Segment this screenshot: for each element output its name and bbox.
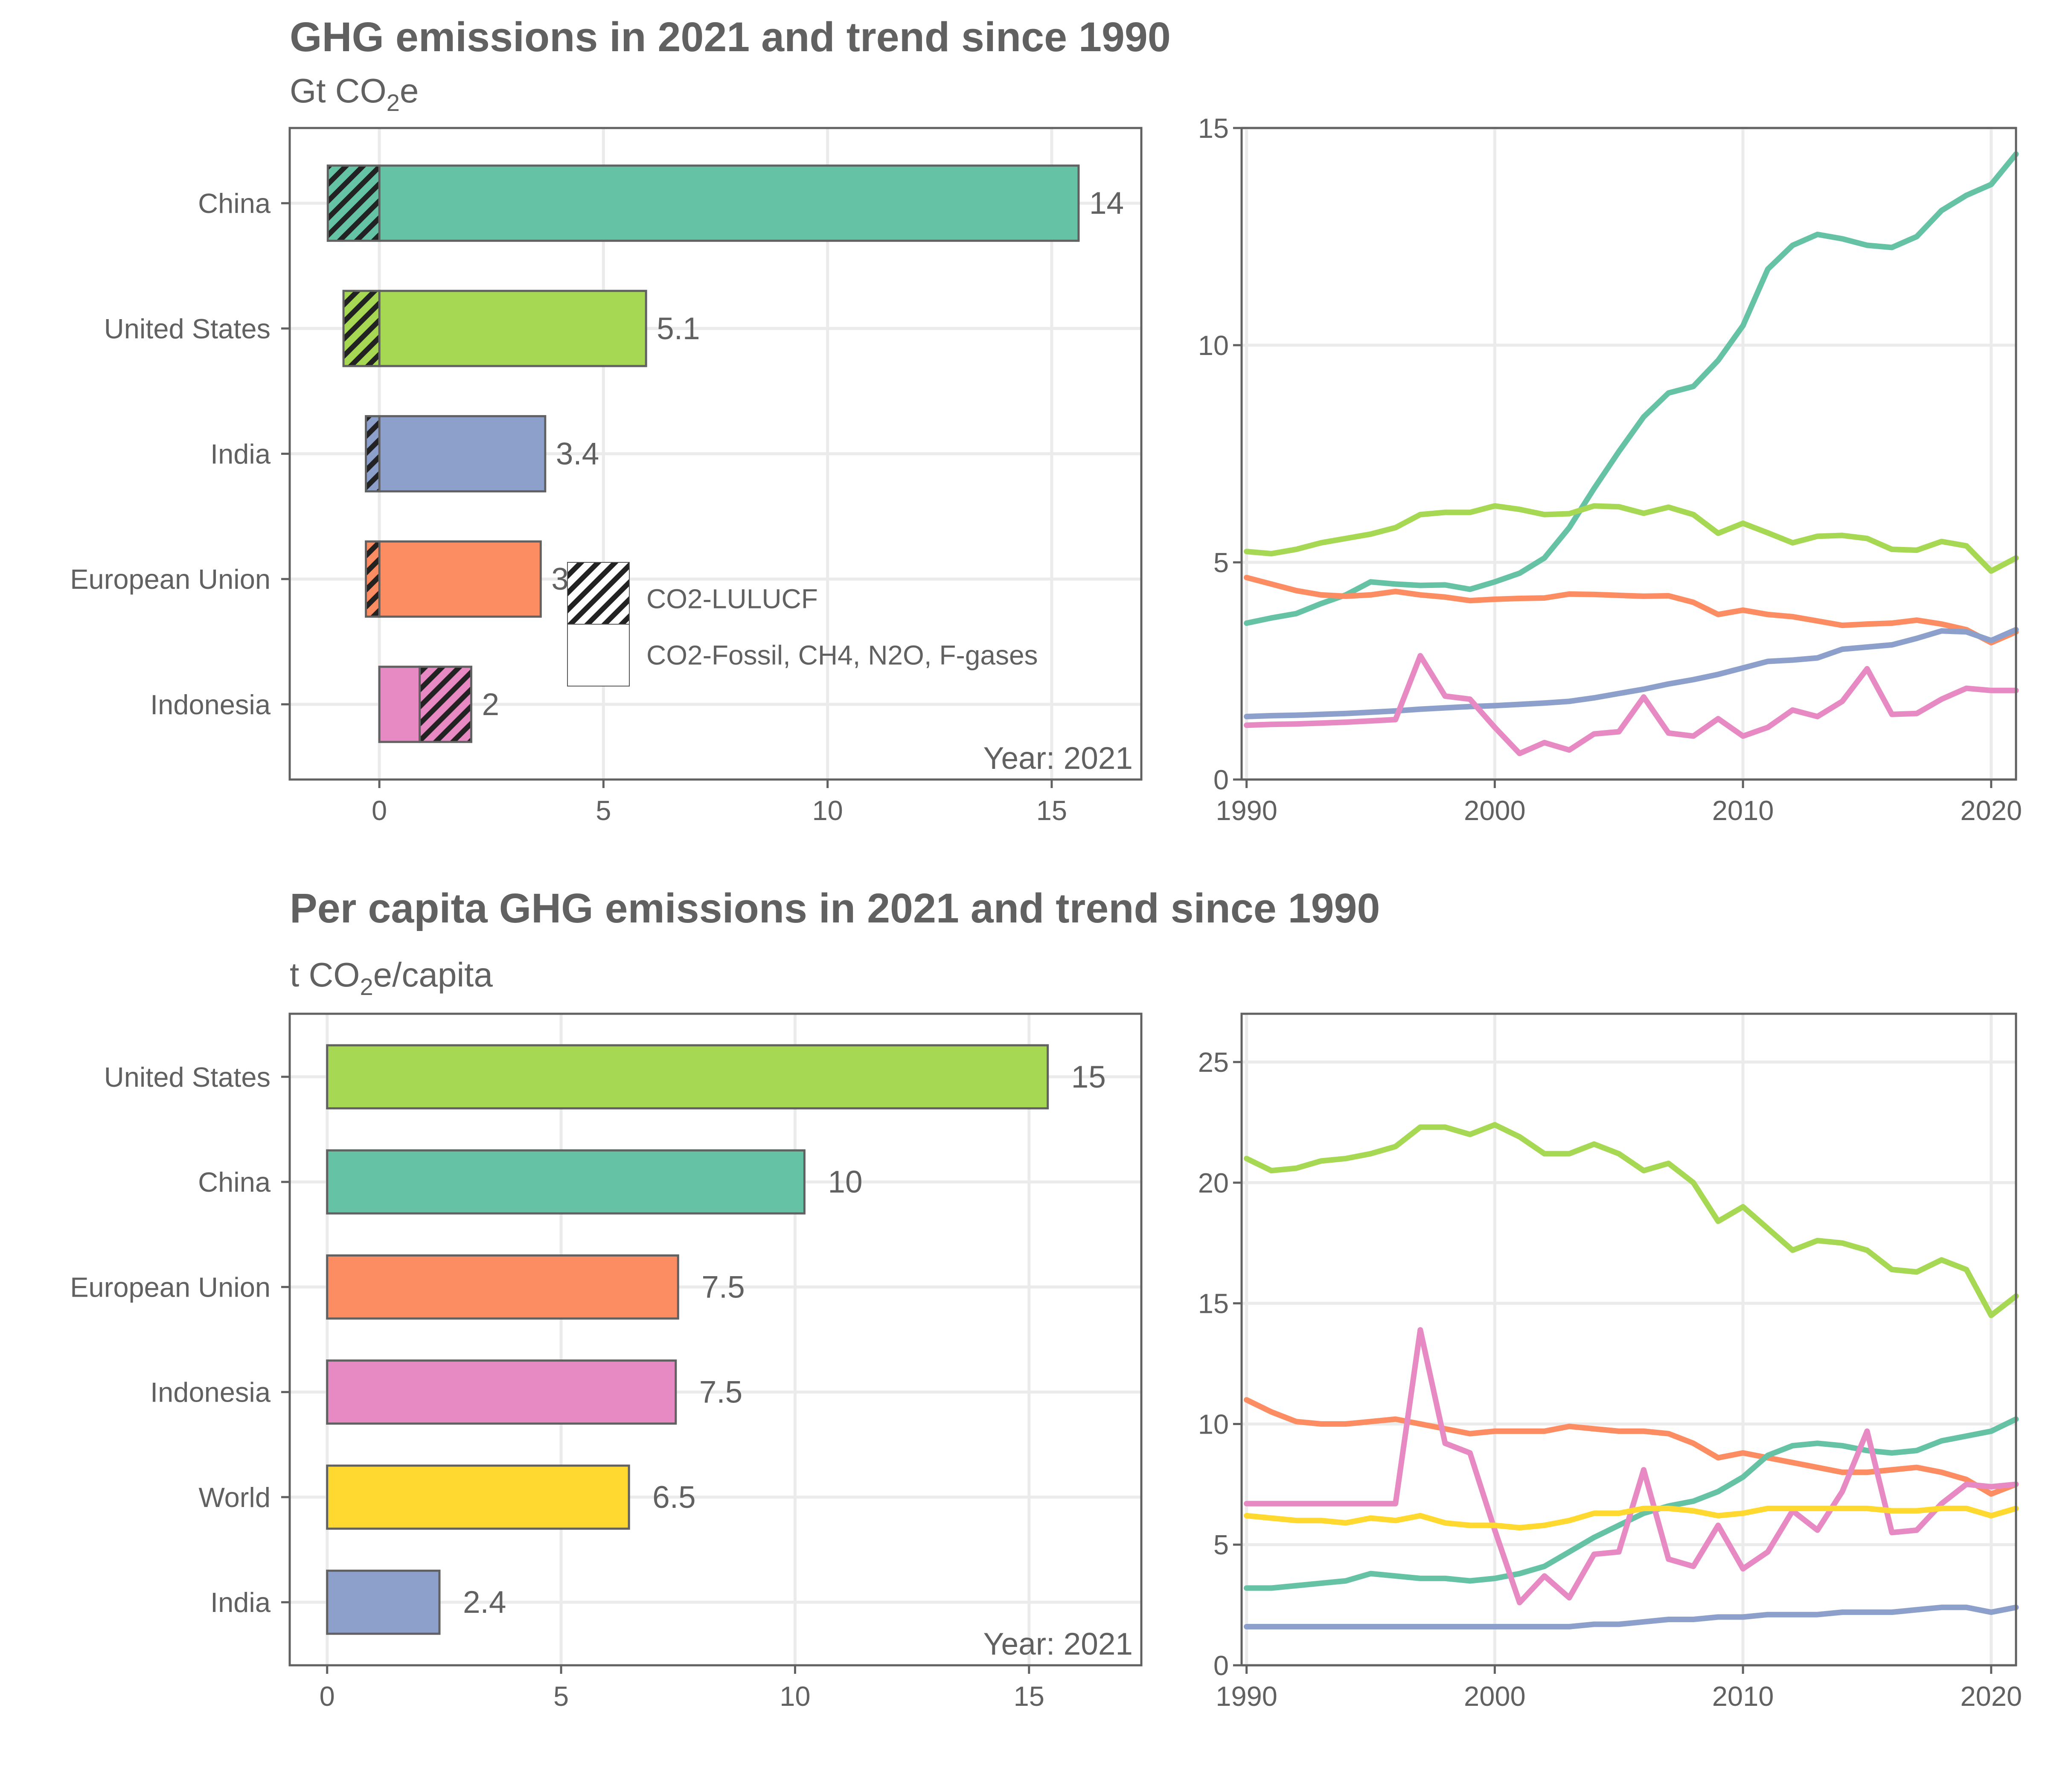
total-bar-lulucf xyxy=(326,164,381,242)
total-xtick-label: 5 xyxy=(596,795,611,826)
percap-xtick-label: 5 xyxy=(553,1681,569,1712)
percap-trend-xtick-label: 1990 xyxy=(1216,1681,1277,1712)
total-category-label: China xyxy=(198,188,271,219)
total-bar-main xyxy=(378,415,547,493)
total-value-label: 3 xyxy=(551,562,569,596)
percap-xtick-label: 10 xyxy=(780,1681,810,1712)
bottom-chart-subtitle: t CO2e/capita xyxy=(290,956,493,1000)
percap-trend-line-world xyxy=(1244,1505,2019,1531)
total-trend-ytick-label: 10 xyxy=(1198,330,1229,361)
percap-category-label: Indonesia xyxy=(150,1377,271,1408)
total-category-label: Indonesia xyxy=(150,689,271,720)
percap-value-label: 10 xyxy=(828,1165,862,1199)
total-bar-main xyxy=(378,164,1080,242)
percap-trend-ytick-label: 10 xyxy=(1198,1408,1229,1440)
percap-trend-frame xyxy=(1240,1012,2017,1667)
percap-bar xyxy=(326,1044,1049,1110)
total-value-label: 3.4 xyxy=(556,437,599,471)
total-bar-lulucf xyxy=(342,290,381,367)
total-bar-lulucf xyxy=(365,415,381,493)
percap-category-label: United States xyxy=(104,1062,271,1093)
total-xtick-label: 10 xyxy=(812,795,843,826)
total-trend-line-china xyxy=(1244,151,2019,626)
percap-category-label: China xyxy=(198,1167,271,1198)
total-value-label: 14 xyxy=(1089,186,1124,221)
percap-category-label: World xyxy=(198,1482,271,1513)
legend-key-lulucf xyxy=(567,562,630,625)
percap-category-label: India xyxy=(210,1587,271,1618)
percap-frame xyxy=(288,1012,1143,1667)
percap-category-label: European Union xyxy=(70,1271,271,1303)
percap-value-label: 6.5 xyxy=(652,1480,695,1515)
total-bar-lulucf xyxy=(365,540,381,618)
legend-label-fossil: CO2-Fossil, CH4, N2O, F-gases xyxy=(646,640,1038,671)
percap-trend-ytick-label: 15 xyxy=(1198,1288,1229,1319)
percap-trend-panel: 0 5 10 15 20 25 1990 2000 2010 2020 xyxy=(1198,1012,2022,1712)
total-bar-main xyxy=(378,666,421,743)
total-trend-xtick-label: 1990 xyxy=(1216,795,1277,826)
top-chart-title: GHG emissions in 2021 and trend since 19… xyxy=(290,14,1171,60)
total-bar-lulucf xyxy=(419,666,472,743)
total-category-label: European Union xyxy=(70,564,271,595)
total-xtick-label: 0 xyxy=(372,795,387,826)
percap-bar xyxy=(326,1569,441,1635)
total-trend-line-european-union xyxy=(1244,575,2019,646)
percap-value-label: 7.5 xyxy=(701,1270,745,1304)
percap-value-label: 7.5 xyxy=(699,1375,742,1410)
total-trend-ytick-label: 0 xyxy=(1213,764,1229,795)
total-trend-line-united-states xyxy=(1244,503,2019,574)
percap-trend-xtick-label: 2010 xyxy=(1712,1681,1774,1712)
percap-year-annotation: Year: 2021 xyxy=(983,1627,1133,1661)
total-trend-panel: 0 5 10 15 1990 2000 2010 2020 xyxy=(1198,113,2022,826)
percap-bar-panel: 15 United States 10 China 7.5 European Union 7… xyxy=(70,1012,1143,1712)
bottom-chart-title: Per capita GHG emissions in 2021 and tre… xyxy=(290,885,1380,931)
total-trend-frame xyxy=(1240,127,2017,781)
percap-trend-line-united-states xyxy=(1244,1122,2019,1318)
percap-trend-line-european-union xyxy=(1244,1397,2019,1497)
percap-trend-xtick-label: 2020 xyxy=(1961,1681,2022,1712)
total-category-label: India xyxy=(210,439,271,470)
percap-value-label: 15 xyxy=(1071,1060,1106,1094)
total-xtick-label: 15 xyxy=(1036,795,1067,826)
percap-trend-xtick-label: 2000 xyxy=(1464,1681,1526,1712)
total-bar-main xyxy=(378,290,647,367)
percap-bar xyxy=(326,1359,677,1425)
top-chart-subtitle: Gt CO2e xyxy=(290,72,419,116)
total-trend-line-indonesia xyxy=(1244,653,2019,756)
legend-key-fossil xyxy=(567,624,630,687)
percap-trend-ytick-label: 0 xyxy=(1213,1650,1229,1681)
total-trend-ytick-label: 15 xyxy=(1198,113,1229,144)
total-bar-main xyxy=(378,540,542,618)
percap-value-label: 2.4 xyxy=(463,1585,506,1620)
percap-bar xyxy=(326,1254,679,1320)
percap-bar xyxy=(326,1464,630,1530)
percap-trend-ytick-label: 5 xyxy=(1213,1529,1229,1560)
total-year-annotation: Year: 2021 xyxy=(983,741,1133,776)
legend-label-lulucf: CO2-LULUCF xyxy=(646,584,818,614)
percap-trend-line-india xyxy=(1244,1604,2019,1629)
percap-trend-ytick-label: 20 xyxy=(1198,1167,1229,1199)
total-category-label: United States xyxy=(104,313,271,344)
total-bar-panel: 14 China 5.1 United States 3.4 India 3 European… xyxy=(70,127,1143,826)
total-frame xyxy=(288,127,1143,781)
total-trend-xtick-label: 2000 xyxy=(1464,795,1526,826)
percap-xtick-label: 0 xyxy=(320,1681,335,1712)
total-value-label: 5.1 xyxy=(657,311,700,346)
percap-xtick-label: 15 xyxy=(1014,1681,1044,1712)
total-value-label: 2 xyxy=(482,687,499,722)
total-trend-ytick-label: 5 xyxy=(1213,547,1229,578)
percap-trend-ytick-label: 25 xyxy=(1198,1047,1229,1078)
total-trend-line-india xyxy=(1244,627,2019,719)
total-trend-xtick-label: 2010 xyxy=(1712,795,1774,826)
total-trend-xtick-label: 2020 xyxy=(1961,795,2022,826)
percap-bar xyxy=(326,1149,806,1215)
